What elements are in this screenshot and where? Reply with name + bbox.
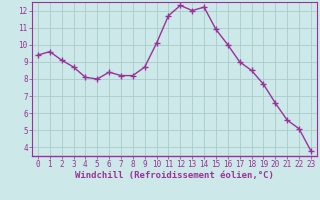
X-axis label: Windchill (Refroidissement éolien,°C): Windchill (Refroidissement éolien,°C) <box>75 171 274 180</box>
